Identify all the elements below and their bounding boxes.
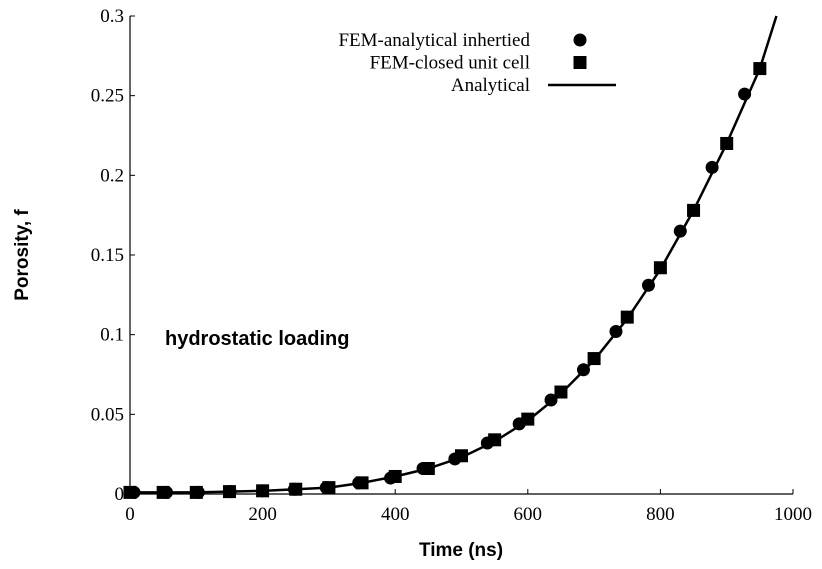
x-tick-label: 1000 — [774, 504, 812, 525]
y-tick-label: 0.25 — [91, 86, 124, 107]
legend-label: FEM-closed unit cell — [370, 53, 530, 74]
y-tick-label: 0.2 — [100, 165, 124, 186]
annotation: hydrostatic loading — [165, 328, 349, 350]
y-axis-title: Porosity, f — [12, 209, 33, 301]
y-tick-label: 0 — [115, 484, 125, 505]
x-tick-label: 200 — [248, 504, 277, 525]
legend-label: Analytical — [451, 75, 530, 96]
y-tick-label: 0.1 — [100, 325, 124, 346]
y-tick-label: 0.3 — [100, 6, 124, 27]
x-tick-label: 600 — [514, 504, 543, 525]
y-tick-label: 0.05 — [91, 404, 124, 425]
legend-marker — [573, 33, 587, 47]
legend-label: FEM-analytical inhertied — [338, 30, 530, 51]
x-tick-label: 800 — [646, 504, 675, 525]
x-tick-label: 400 — [381, 504, 410, 525]
line — [130, 15, 778, 494]
y-tick-label: 0.15 — [91, 245, 124, 266]
x-axis-title: Time (ns) — [419, 540, 503, 561]
x-tick-label: 0 — [125, 504, 135, 525]
legend-marker — [573, 56, 587, 69]
